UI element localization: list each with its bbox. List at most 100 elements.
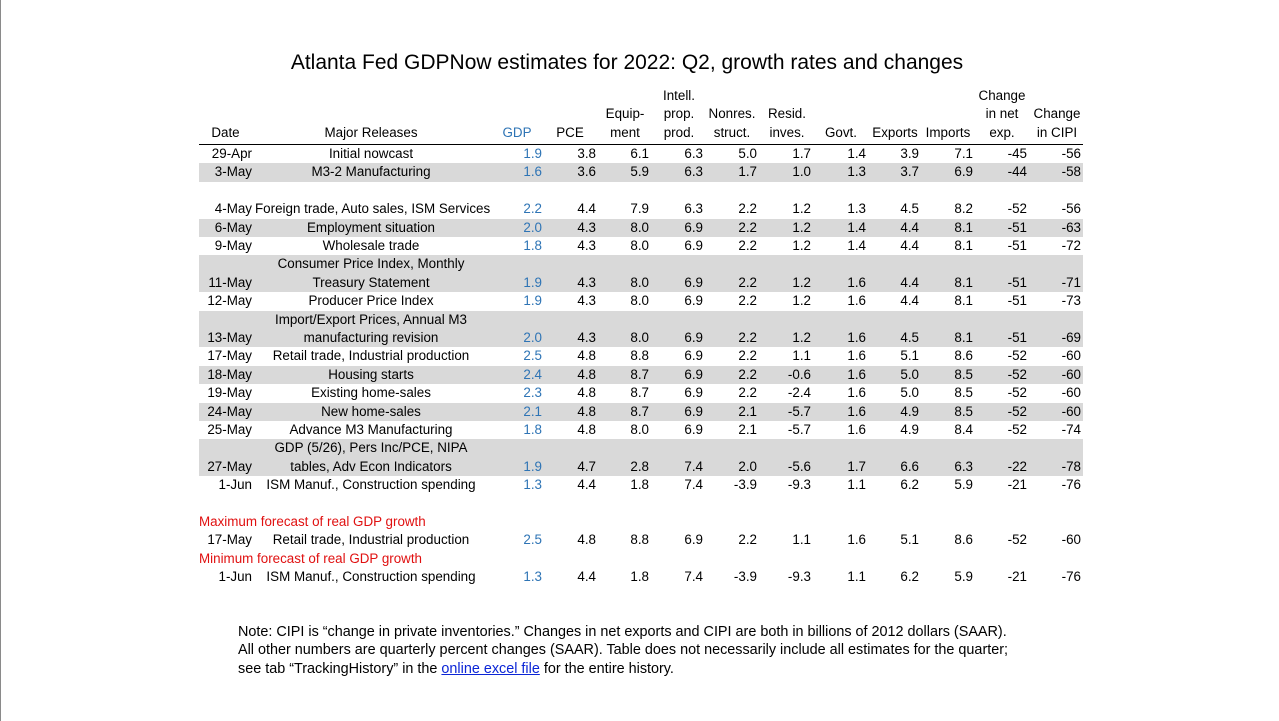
row-equip-value: 8.0 [630,274,649,290]
row-netexp-value: -51 [1007,237,1027,253]
gdpnow-table: Date Major Releases GDP PCE Equip- ment … [199,88,1083,586]
header-gdp: GDP [502,124,532,140]
row-date: 27-May [207,458,252,474]
row-exports-value: 3.7 [900,164,919,180]
row-exports-value: 5.1 [900,348,919,364]
row-date: 19-May [207,385,252,401]
row-cipi-value: -60 [1061,385,1081,401]
row-govt-value: 1.6 [847,532,866,548]
row-gdp-value: 2.5 [523,532,542,548]
row-nonres-value: 2.2 [738,274,757,290]
row-equip-value: 1.8 [630,477,649,493]
row-cipi-value: -60 [1061,403,1081,419]
row-resid-value: -5.7 [787,421,811,437]
row-intell-value: 6.9 [684,219,703,235]
row-gdp-value: 1.6 [523,164,542,180]
row-cipi-value: -60 [1061,366,1081,382]
table-row: 11-May Consumer Price Index, Monthly Trea… [199,255,1083,293]
row-date: 17-May [207,348,252,364]
row-netexp-value: -52 [1007,532,1027,548]
row-pce-value: 3.8 [577,146,596,161]
row-netexp-value: -51 [1007,293,1027,309]
row-govt-value: 1.3 [847,164,866,180]
online-excel-file-link[interactable]: online excel file [441,660,540,677]
row-netexp-value: -21 [1007,569,1027,585]
row-cipi-value: -78 [1061,458,1081,474]
row-exports-value: 4.4 [900,237,919,253]
row-date: 24-May [207,403,252,419]
row-resid-value: 1.2 [792,201,811,217]
row-resid-value: 1.2 [792,274,811,290]
row-govt-value: 1.6 [847,348,866,364]
row-imports-value: 8.6 [954,532,973,548]
row-intell-value: 6.9 [684,385,703,401]
table-row: 29-Apr Initial nowcast 1.9 3.8 6.1 6.3 5.0 1.7 1… [199,145,1083,163]
row-govt-value: 1.1 [847,569,866,585]
row-imports-value: 8.4 [954,421,973,437]
row-major-release: Housing starts [328,366,414,382]
row-equip-value: 8.0 [630,421,649,437]
row-netexp-value: -52 [1007,421,1027,437]
row-cipi-value: -56 [1061,146,1081,161]
row-major-release: Retail trade, Industrial production [272,532,470,548]
table-row: 6-May Employment situation 2.0 4.3 8.0 6.9 2.2… [199,218,1083,237]
row-exports-value: 5.1 [900,532,919,548]
max-forecast-label: Maximum forecast of real GDP growth [199,513,426,529]
row-equip-value: 8.7 [630,403,649,419]
row-equip-value: 6.1 [630,146,649,161]
row-date: 18-May [207,366,252,382]
row-pce-value: 4.4 [577,477,596,493]
row-major-release: Consumer Price Index, Monthly Treasury S… [277,256,465,290]
row-major-release: Advance M3 Manufacturing [289,421,453,437]
row-exports-value: 6.6 [900,458,919,474]
row-intell-value: 6.9 [684,348,703,364]
row-major-release: Wholesale trade [322,237,420,253]
row-intell-value: 6.9 [684,237,703,253]
header-imports: Imports [925,124,971,140]
row-netexp-value: -51 [1007,219,1027,235]
table-row: 3-May M3-2 Manufacturing 1.6 3.6 5.9 6.3 1.7 1.… [199,163,1083,182]
row-nonres-value: -3.9 [733,569,757,585]
row-nonres-value: 2.0 [738,458,757,474]
row-imports-value: 8.5 [954,403,973,419]
table-row: 24-May New home-sales 2.1 4.8 8.7 6.9 2.1 -5.7 1… [199,402,1083,421]
row-netexp-value: -52 [1007,366,1027,382]
row-intell-value: 6.3 [684,146,703,161]
row-netexp-value: -45 [1007,146,1027,161]
row-resid-value: -9.3 [787,477,811,493]
row-major-release: ISM Manuf., Construction spending [266,477,476,493]
table-row: 1-Jun ISM Manuf., Construction spending 1.… [199,568,1083,586]
row-gdp-value: 1.9 [523,458,542,474]
row-pce-value: 4.8 [577,421,596,437]
row-cipi-value: -58 [1061,164,1081,180]
row-exports-value: 3.9 [900,146,919,161]
table-row: 1-Jun ISM Manuf., Construction spending 1.… [199,476,1083,494]
row-intell-value: 7.4 [684,458,703,474]
row-resid-value: 1.2 [792,219,811,235]
row-date: 1-Jun [218,477,253,493]
row-exports-value: 4.4 [900,293,919,309]
row-pce-value: 4.3 [577,293,596,309]
table-row: 27-May GDP (5/26), Pers Inc/PCE, NIPA tab… [199,439,1083,477]
row-nonres-value: 2.2 [738,219,757,235]
row-pce-value: 4.4 [577,569,596,585]
row-exports-value: 6.2 [900,477,919,493]
row-nonres-value: 2.2 [738,237,757,253]
row-major-release: New home-sales [321,403,421,419]
header-change-cipi: Change in CIPI [1033,106,1081,140]
row-resid-value: 1.1 [792,348,811,364]
row-intell-value: 7.4 [684,569,703,585]
row-netexp-value: -52 [1007,348,1027,364]
header-residential-investment: Resid. inves. [768,106,806,140]
row-major-release: Import/Export Prices, Annual M3 manufact… [274,311,467,345]
row-govt-value: 1.6 [847,274,866,290]
row-intell-value: 6.9 [684,403,703,419]
row-major-release: GDP (5/26), Pers Inc/PCE, NIPA tables, A… [274,440,468,474]
row-netexp-value: -22 [1007,458,1027,474]
row-imports-value: 6.3 [954,458,973,474]
row-cipi-value: -56 [1061,201,1081,217]
table-row: 13-May Import/Export Prices, Annual M3 ma… [199,310,1083,348]
row-imports-value: 8.1 [954,237,973,253]
row-nonres-value: 2.2 [738,293,757,309]
table-row: 17-May Retail trade, Industrial productio… [199,347,1083,365]
